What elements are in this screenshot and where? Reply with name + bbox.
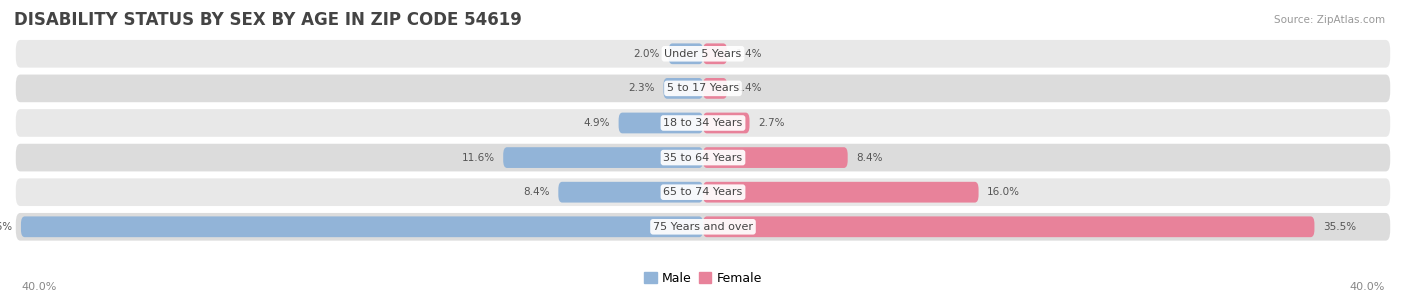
Text: 8.4%: 8.4%	[523, 187, 550, 197]
FancyBboxPatch shape	[703, 78, 727, 99]
Text: 40.0%: 40.0%	[1350, 282, 1385, 292]
FancyBboxPatch shape	[14, 73, 1392, 104]
Text: 2.3%: 2.3%	[628, 83, 655, 93]
Text: 35.5%: 35.5%	[1323, 222, 1357, 232]
FancyBboxPatch shape	[703, 182, 979, 202]
Text: 2.0%: 2.0%	[634, 49, 659, 59]
Text: 4.9%: 4.9%	[583, 118, 610, 128]
Text: DISABILITY STATUS BY SEX BY AGE IN ZIP CODE 54619: DISABILITY STATUS BY SEX BY AGE IN ZIP C…	[14, 11, 522, 29]
Text: 35 to 64 Years: 35 to 64 Years	[664, 153, 742, 163]
Text: 65 to 74 Years: 65 to 74 Years	[664, 187, 742, 197]
Text: 40.0%: 40.0%	[21, 282, 56, 292]
FancyBboxPatch shape	[669, 43, 703, 64]
FancyBboxPatch shape	[14, 211, 1392, 242]
FancyBboxPatch shape	[703, 216, 1315, 237]
Text: 16.0%: 16.0%	[987, 187, 1021, 197]
FancyBboxPatch shape	[703, 147, 848, 168]
Text: 39.6%: 39.6%	[0, 222, 13, 232]
Text: 8.4%: 8.4%	[856, 153, 883, 163]
Text: 18 to 34 Years: 18 to 34 Years	[664, 118, 742, 128]
FancyBboxPatch shape	[703, 112, 749, 133]
Text: 11.6%: 11.6%	[461, 153, 495, 163]
Text: 5 to 17 Years: 5 to 17 Years	[666, 83, 740, 93]
Text: 1.4%: 1.4%	[735, 83, 762, 93]
FancyBboxPatch shape	[14, 38, 1392, 69]
Text: 1.4%: 1.4%	[735, 49, 762, 59]
Text: 2.7%: 2.7%	[758, 118, 785, 128]
Text: Under 5 Years: Under 5 Years	[665, 49, 741, 59]
Text: Source: ZipAtlas.com: Source: ZipAtlas.com	[1274, 15, 1385, 25]
FancyBboxPatch shape	[558, 182, 703, 202]
FancyBboxPatch shape	[14, 177, 1392, 208]
Text: 75 Years and over: 75 Years and over	[652, 222, 754, 232]
FancyBboxPatch shape	[703, 43, 727, 64]
FancyBboxPatch shape	[14, 107, 1392, 139]
FancyBboxPatch shape	[21, 216, 703, 237]
FancyBboxPatch shape	[619, 112, 703, 133]
FancyBboxPatch shape	[503, 147, 703, 168]
FancyBboxPatch shape	[664, 78, 703, 99]
FancyBboxPatch shape	[14, 142, 1392, 173]
Legend: Male, Female: Male, Female	[640, 267, 766, 290]
